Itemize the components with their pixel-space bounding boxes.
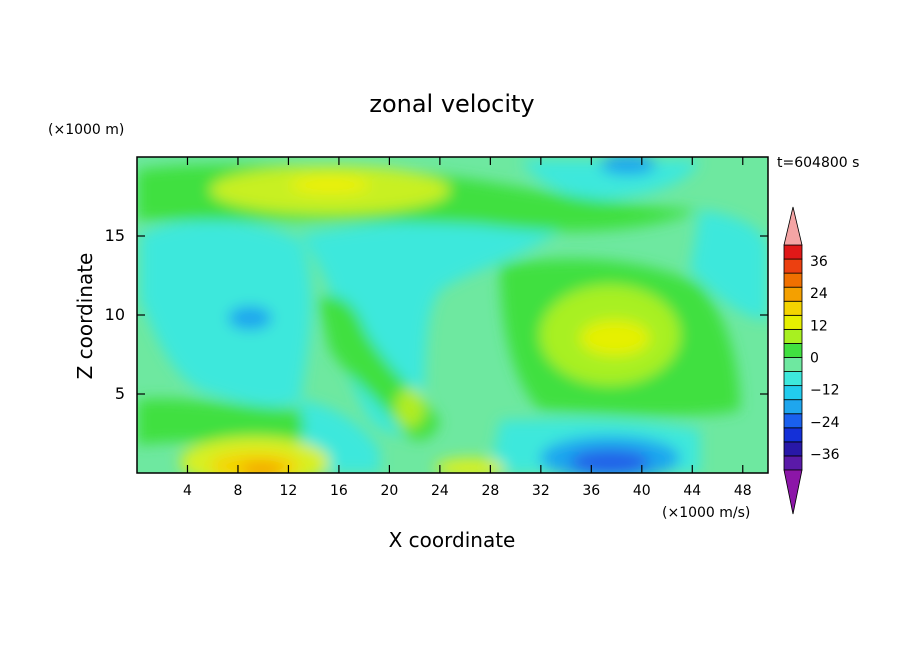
x-tick-label: 4 <box>183 483 192 499</box>
colorbar-swatch <box>783 258 803 274</box>
colorbar-overflow-high <box>783 206 803 246</box>
colorbar-swatch <box>783 272 803 288</box>
time-label: t=604800 s <box>777 155 859 171</box>
colorbar-swatch <box>783 371 803 387</box>
colorbar-swatch <box>783 314 803 330</box>
blue-patch-left <box>228 306 272 330</box>
colorbar: 36 24 12 0 −12 −24 −36 <box>783 206 840 515</box>
jet-top-core <box>290 177 370 193</box>
colorbar-swatch <box>783 244 803 260</box>
colorbar-swatch <box>783 357 803 372</box>
colorbar-swatch <box>783 328 803 344</box>
plot-area <box>137 157 768 473</box>
y-tick-label: 10 <box>105 305 125 324</box>
pos-region-right-core <box>580 320 650 356</box>
x-unit-label: (×1000 m/s) <box>662 505 750 521</box>
x-tick-label: 20 <box>380 483 398 499</box>
colorbar-tick-label: 36 <box>810 254 828 270</box>
x-tick-label: 24 <box>431 483 449 499</box>
colorbar-tick-label: 12 <box>810 318 828 334</box>
x-axis-label: X coordinate <box>389 528 516 552</box>
x-tick-label: 48 <box>734 483 752 499</box>
x-tick-label: 36 <box>582 483 600 499</box>
colorbar-tick-label: 0 <box>810 351 819 367</box>
velocity-field <box>137 157 768 473</box>
y-tick-label: 15 <box>105 226 125 245</box>
x-tick-label: 8 <box>233 483 242 499</box>
x-tick-label: 32 <box>532 483 550 499</box>
x-tick-label: 12 <box>280 483 298 499</box>
colorbar-tick-label: −24 <box>810 415 840 431</box>
y-axis-label: Z coordinate <box>73 253 97 380</box>
chart-title: zonal velocity <box>369 90 534 118</box>
colorbar-swatch <box>783 455 803 471</box>
jet-bottom-core <box>240 463 284 473</box>
x-tick-label: 28 <box>481 483 499 499</box>
cyan-region-right <box>690 210 768 320</box>
colorbar-swatch <box>783 300 803 316</box>
colorbar-swatch <box>783 399 803 415</box>
pos-arm-blob <box>395 388 425 428</box>
colorbar-tick-label: −12 <box>810 383 840 399</box>
y-unit-label: (×1000 m) <box>48 122 124 138</box>
cyan-region-left <box>140 220 312 407</box>
colorbar-tick-label: 24 <box>810 286 828 302</box>
y-tick-label: 5 <box>115 384 125 403</box>
x-tick-label: 44 <box>683 483 701 499</box>
colorbar-swatch <box>783 286 803 302</box>
blue-core-bottom <box>570 450 650 473</box>
colorbar-tick-label: −36 <box>810 447 840 463</box>
pos-bottom-center <box>435 458 505 473</box>
colorbar-swatch <box>783 343 803 358</box>
colorbar-swatch <box>783 427 803 443</box>
blue-patch-top <box>600 157 656 175</box>
cyan-region-top <box>520 160 700 200</box>
x-tick-label: 40 <box>633 483 651 499</box>
x-tick-label: 16 <box>330 483 348 499</box>
colorbar-overflow-low <box>783 469 803 515</box>
colorbar-swatch <box>783 385 803 401</box>
colorbar-swatch <box>783 413 803 429</box>
colorbar-swatch <box>783 441 803 457</box>
